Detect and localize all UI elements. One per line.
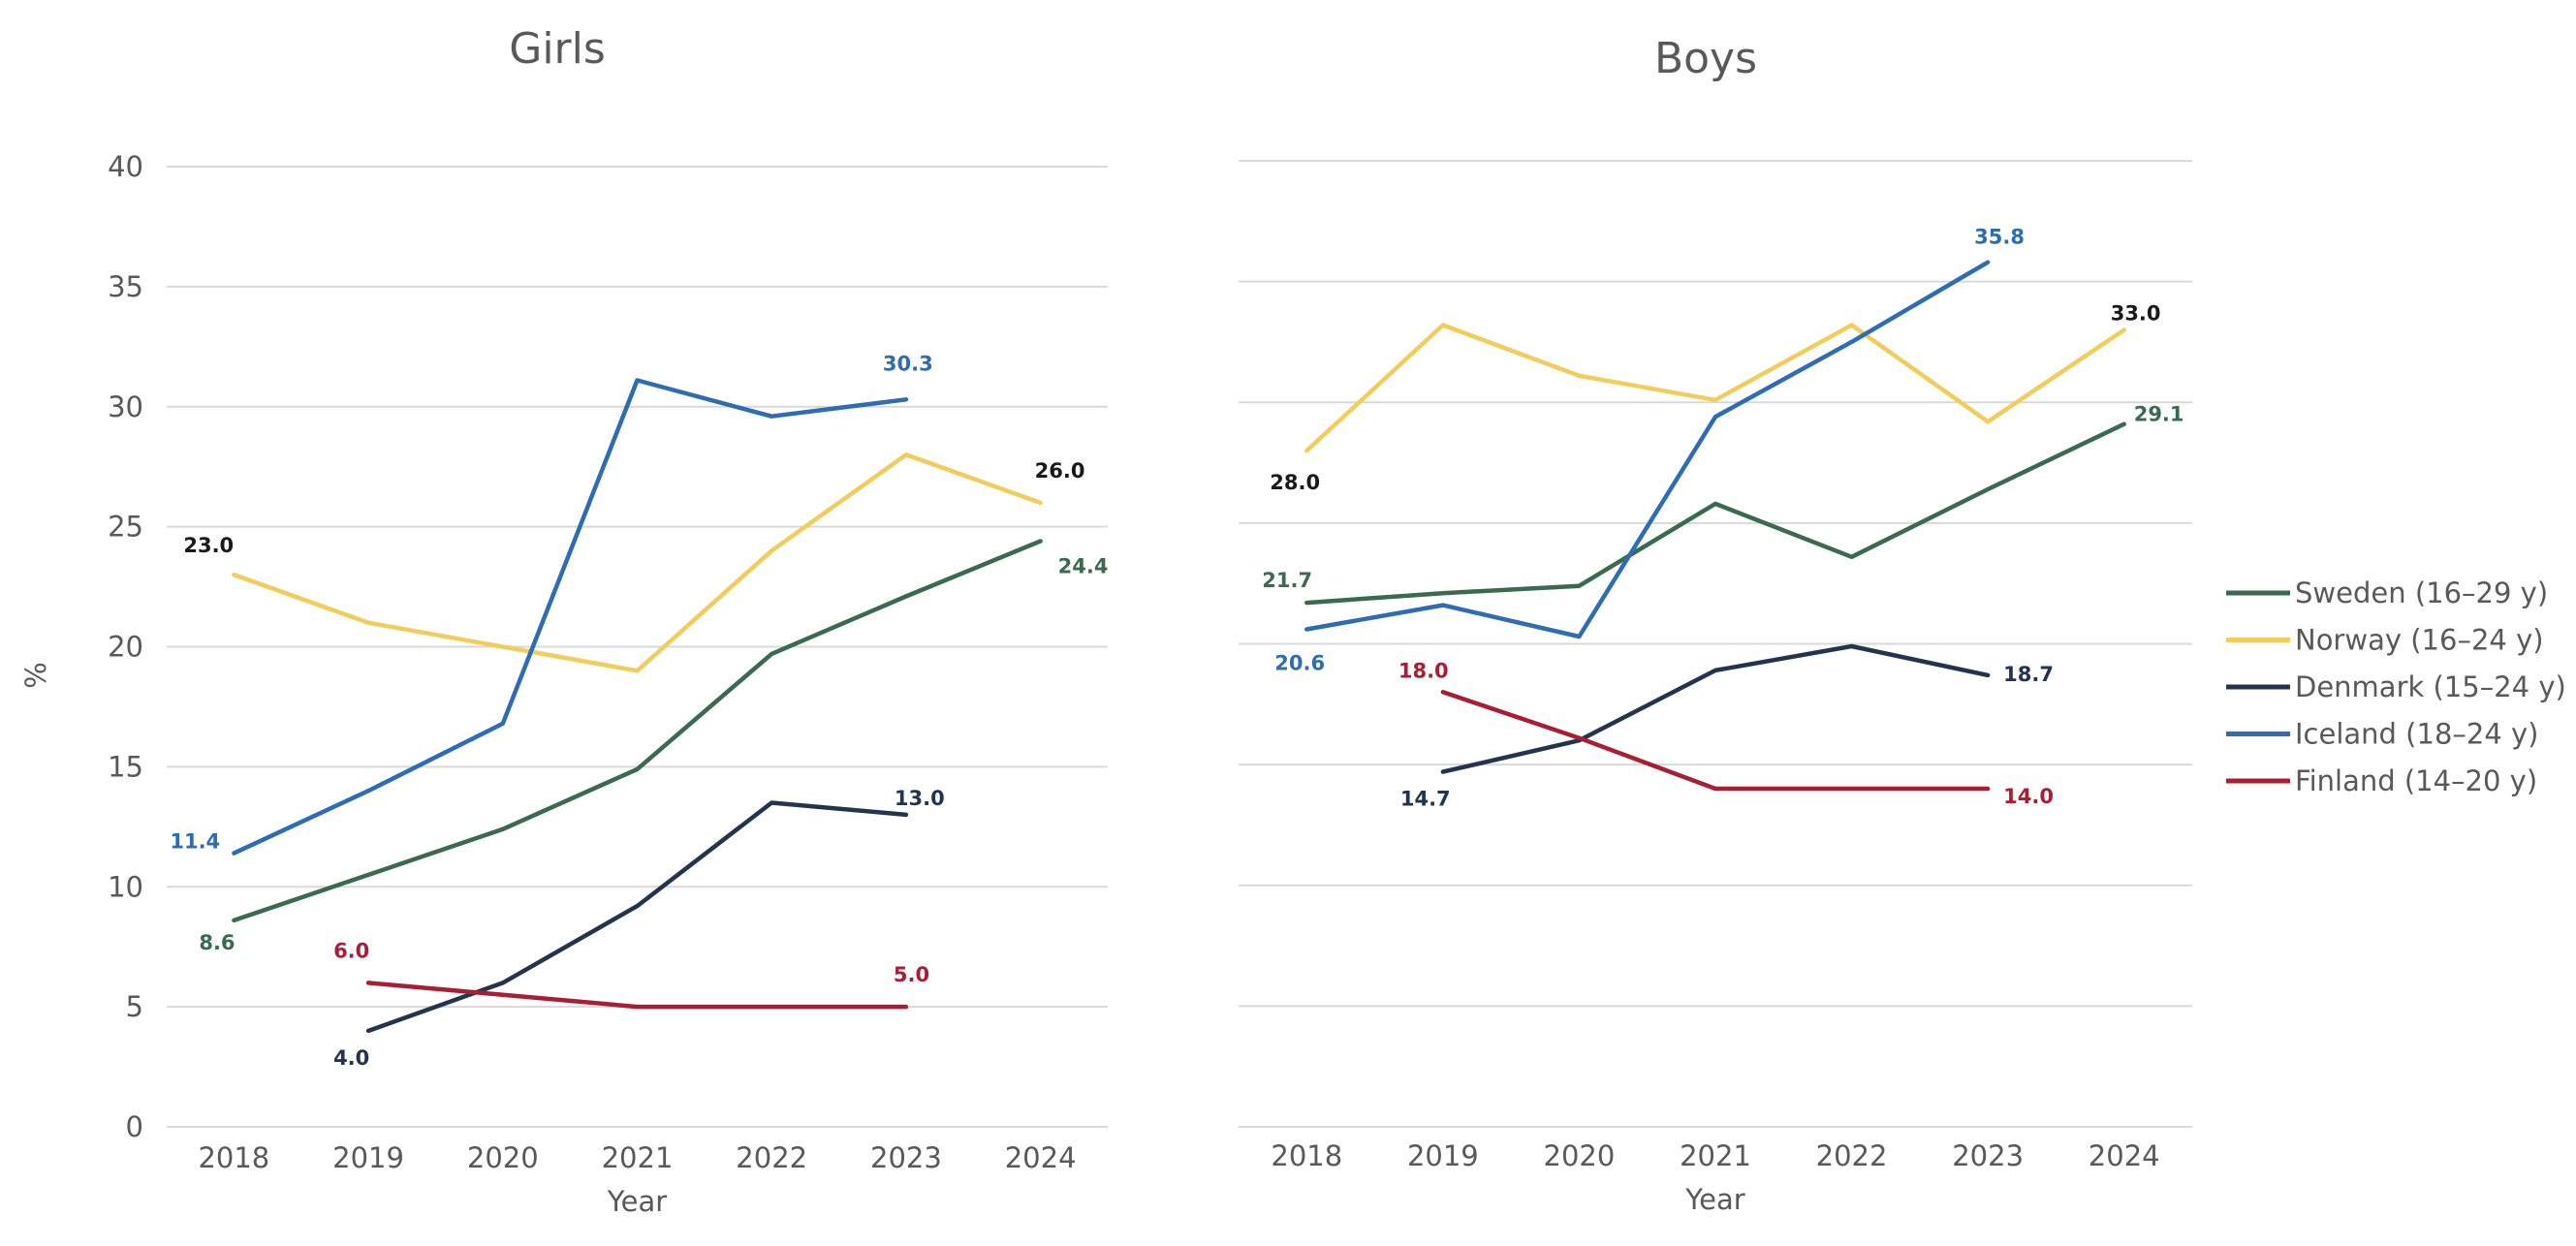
girls-panel: Girls 0 5 10 15 20 25 30 35 40% 2018 2019 2020 2021 20… bbox=[19, 24, 1108, 1218]
x-tick-label: 2019 bbox=[1407, 1139, 1479, 1172]
data-label: 14.0 bbox=[2003, 785, 2054, 808]
legend-label: Norway (16–24 y) bbox=[2295, 624, 2544, 657]
data-label: 21.7 bbox=[1262, 569, 1312, 592]
data-label: 29.1 bbox=[2134, 403, 2184, 426]
series-line-sweden-16-29-y bbox=[1304, 421, 2126, 606]
data-label: 11.4 bbox=[170, 830, 220, 854]
data-label: 6.0 bbox=[333, 939, 369, 962]
legend-label: Sweden (16–29 y) bbox=[2295, 576, 2548, 609]
x-tick-label: 2022 bbox=[736, 1141, 807, 1174]
y-tick-label: 25 bbox=[108, 511, 143, 544]
series-line-finland-14-20-y bbox=[365, 981, 909, 1010]
x-tick-label: 2018 bbox=[198, 1141, 269, 1174]
series-line-iceland-18-24-y bbox=[232, 378, 909, 856]
data-label: 23.0 bbox=[183, 534, 234, 557]
boys-panel: Boys 2018 2019 2020 2021 2022 2023 2024 Year 21.7… bbox=[1239, 34, 2192, 1216]
series-line-sweden-16-29-y bbox=[232, 539, 1043, 923]
data-label: 20.6 bbox=[1274, 652, 1325, 675]
y-tick-label: 40 bbox=[108, 150, 143, 183]
x-tick-label: 2023 bbox=[1952, 1139, 2024, 1172]
y-tick-label: 20 bbox=[108, 631, 143, 664]
legend-label: Finland (14–20 y) bbox=[2295, 764, 2537, 797]
x-tick-label: 2021 bbox=[602, 1141, 674, 1174]
x-axis-title: Year bbox=[1684, 1183, 1744, 1216]
data-label: 35.8 bbox=[1974, 226, 2025, 249]
series-line-finland-14-20-y bbox=[1440, 690, 1991, 792]
x-tick-label: 2024 bbox=[1005, 1141, 1077, 1174]
series-line-denmark-15-24-y bbox=[365, 800, 909, 1034]
series-line-iceland-18-24-y bbox=[1304, 260, 1991, 639]
data-label: 18.7 bbox=[2003, 663, 2054, 686]
y-tick-label: 5 bbox=[126, 990, 143, 1023]
x-tick-label: 2022 bbox=[1816, 1139, 1888, 1172]
x-axis-title: Year bbox=[607, 1185, 667, 1218]
panel-title: Boys bbox=[1654, 34, 1757, 83]
x-tick-label: 2021 bbox=[1680, 1139, 1751, 1172]
series-line-norway-16-24-y bbox=[1304, 323, 2126, 453]
x-tick-label: 2020 bbox=[467, 1141, 539, 1174]
x-tick-label: 2023 bbox=[870, 1141, 942, 1174]
x-tick-label: 2020 bbox=[1544, 1139, 1616, 1172]
x-tick-label: 2024 bbox=[2089, 1139, 2160, 1172]
data-label: 4.0 bbox=[333, 1046, 369, 1070]
series-line-norway-16-24-y bbox=[232, 452, 1043, 673]
data-label: 24.4 bbox=[1058, 554, 1109, 577]
data-label: 26.0 bbox=[1035, 459, 1085, 483]
data-label: 28.0 bbox=[1270, 471, 1320, 494]
x-tick-label: 2018 bbox=[1271, 1139, 1342, 1172]
data-label: 5.0 bbox=[894, 963, 929, 986]
series-line-denmark-15-24-y bbox=[1440, 643, 1991, 774]
legend-label: Denmark (15–24 y) bbox=[2295, 670, 2566, 703]
y-tick-label: 35 bbox=[108, 270, 143, 303]
data-label: 13.0 bbox=[895, 787, 945, 810]
data-label: 18.0 bbox=[1398, 659, 1449, 682]
data-label: 8.6 bbox=[199, 931, 235, 954]
y-tick-label: 10 bbox=[108, 870, 143, 903]
data-label: 30.3 bbox=[883, 352, 933, 375]
data-label: 33.0 bbox=[2111, 301, 2161, 325]
legend-label: Iceland (18–24 y) bbox=[2295, 718, 2538, 751]
y-tick-label: 30 bbox=[108, 390, 143, 423]
legend: Sweden (16–29 y) Norway (16–24 y) Denmark … bbox=[2226, 576, 2566, 797]
x-tick-label: 2019 bbox=[332, 1141, 404, 1174]
y-axis-title: % bbox=[19, 662, 52, 689]
panel-title: Girls bbox=[509, 24, 606, 74]
y-tick-label: 0 bbox=[126, 1110, 143, 1143]
y-tick-label: 15 bbox=[108, 750, 143, 783]
data-label: 14.7 bbox=[1400, 788, 1451, 811]
